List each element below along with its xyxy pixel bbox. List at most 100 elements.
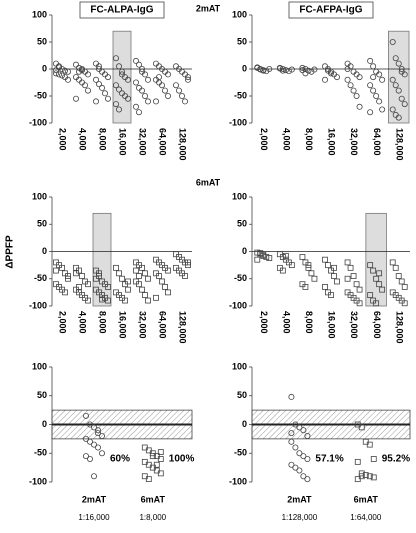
y-tick-label: 0 [242,419,247,429]
y-tick-label: 50 [237,390,247,400]
data-point [367,82,374,89]
row-label: 6mAT [196,177,221,187]
data-point [347,82,354,89]
x-tick-label: 32,000 [138,128,148,156]
data-point [99,296,105,303]
y-tick-label: -50 [234,448,247,458]
data-point [288,393,295,400]
data-point [282,252,289,259]
data-point [398,278,405,285]
x-tick-label: 64,000 [372,128,382,156]
data-point [356,286,363,293]
data-point [370,74,377,81]
data-point [344,66,351,73]
data-point [91,424,98,431]
data-point [292,421,299,428]
data-point [73,270,79,277]
data-point [292,464,299,471]
x-tick-label: 4,000 [78,311,88,334]
data-point [185,259,191,266]
x-tick-label: 32,000 [138,311,148,339]
data-point [158,82,165,89]
data-point [333,74,340,81]
x-tick-label: 4,000 [281,311,291,334]
data-point [105,95,112,102]
data-point [139,286,145,293]
data-point [122,297,128,304]
data-point [379,76,386,83]
data-point [288,262,295,269]
data-point [91,473,98,480]
data-point [56,64,63,71]
annotation: 95.2% [382,454,410,465]
data-point [159,278,165,285]
data-point [366,473,373,480]
data-point [322,284,328,290]
x-sublabel: 1:8,000 [139,513,166,522]
data-point [135,109,142,116]
data-point [296,467,303,474]
data-point [288,438,295,445]
data-point [302,66,309,73]
data-point [321,76,328,83]
annotation: 60% [110,454,130,465]
data-point [366,441,373,448]
data-point [116,106,123,113]
y-tick-label: -100 [229,117,247,127]
data-point [95,444,102,451]
title-box [288,1,374,19]
data-point [304,455,311,462]
x-tick-label: 128,000 [394,128,404,161]
data-point [184,74,191,81]
x-sublabel: 1:64,000 [350,513,382,522]
data-point [105,284,111,290]
data-point [311,66,318,73]
data-point [162,284,168,290]
data-point [59,264,65,271]
data-point [296,424,303,431]
data-point [182,273,188,279]
x-tick-label: 6mAT [354,494,379,504]
x-tick-label: 8,000 [304,311,314,334]
data-point [354,458,361,465]
data-point [153,461,160,468]
data-point [53,70,60,77]
x-tick-label: 64,000 [372,311,382,339]
x-tick-label: 8,000 [304,128,314,151]
data-point [132,79,139,86]
data-point [279,66,286,73]
data-point [125,278,131,285]
data-point [172,82,179,89]
highlight-box [92,212,112,307]
data-point [367,57,374,64]
y-tick-label: -100 [29,476,47,486]
row-label: 2mAT [196,3,221,13]
data-point [87,455,94,462]
data-point [353,281,360,288]
data-point [99,432,106,439]
y-tick-label: 50 [37,390,47,400]
data-point [302,284,309,290]
data-point [157,456,164,462]
data-point [395,87,402,94]
data-point [96,81,103,88]
data-point [175,87,182,94]
data-point [53,267,59,274]
data-point [285,68,292,75]
data-point [96,270,102,277]
y-tick-label: 0 [42,419,47,429]
data-point [260,67,267,74]
data-point [392,264,399,271]
data-point [119,71,126,78]
data-point [370,474,377,481]
data-point [113,55,120,62]
data-point [395,273,402,279]
data-point [327,70,334,77]
data-point [95,427,102,434]
data-point [367,292,374,299]
data-point [299,67,306,74]
data-point [392,55,399,62]
data-point [119,68,126,75]
data-point [376,98,383,105]
x-tick-label: 32,000 [349,311,359,339]
